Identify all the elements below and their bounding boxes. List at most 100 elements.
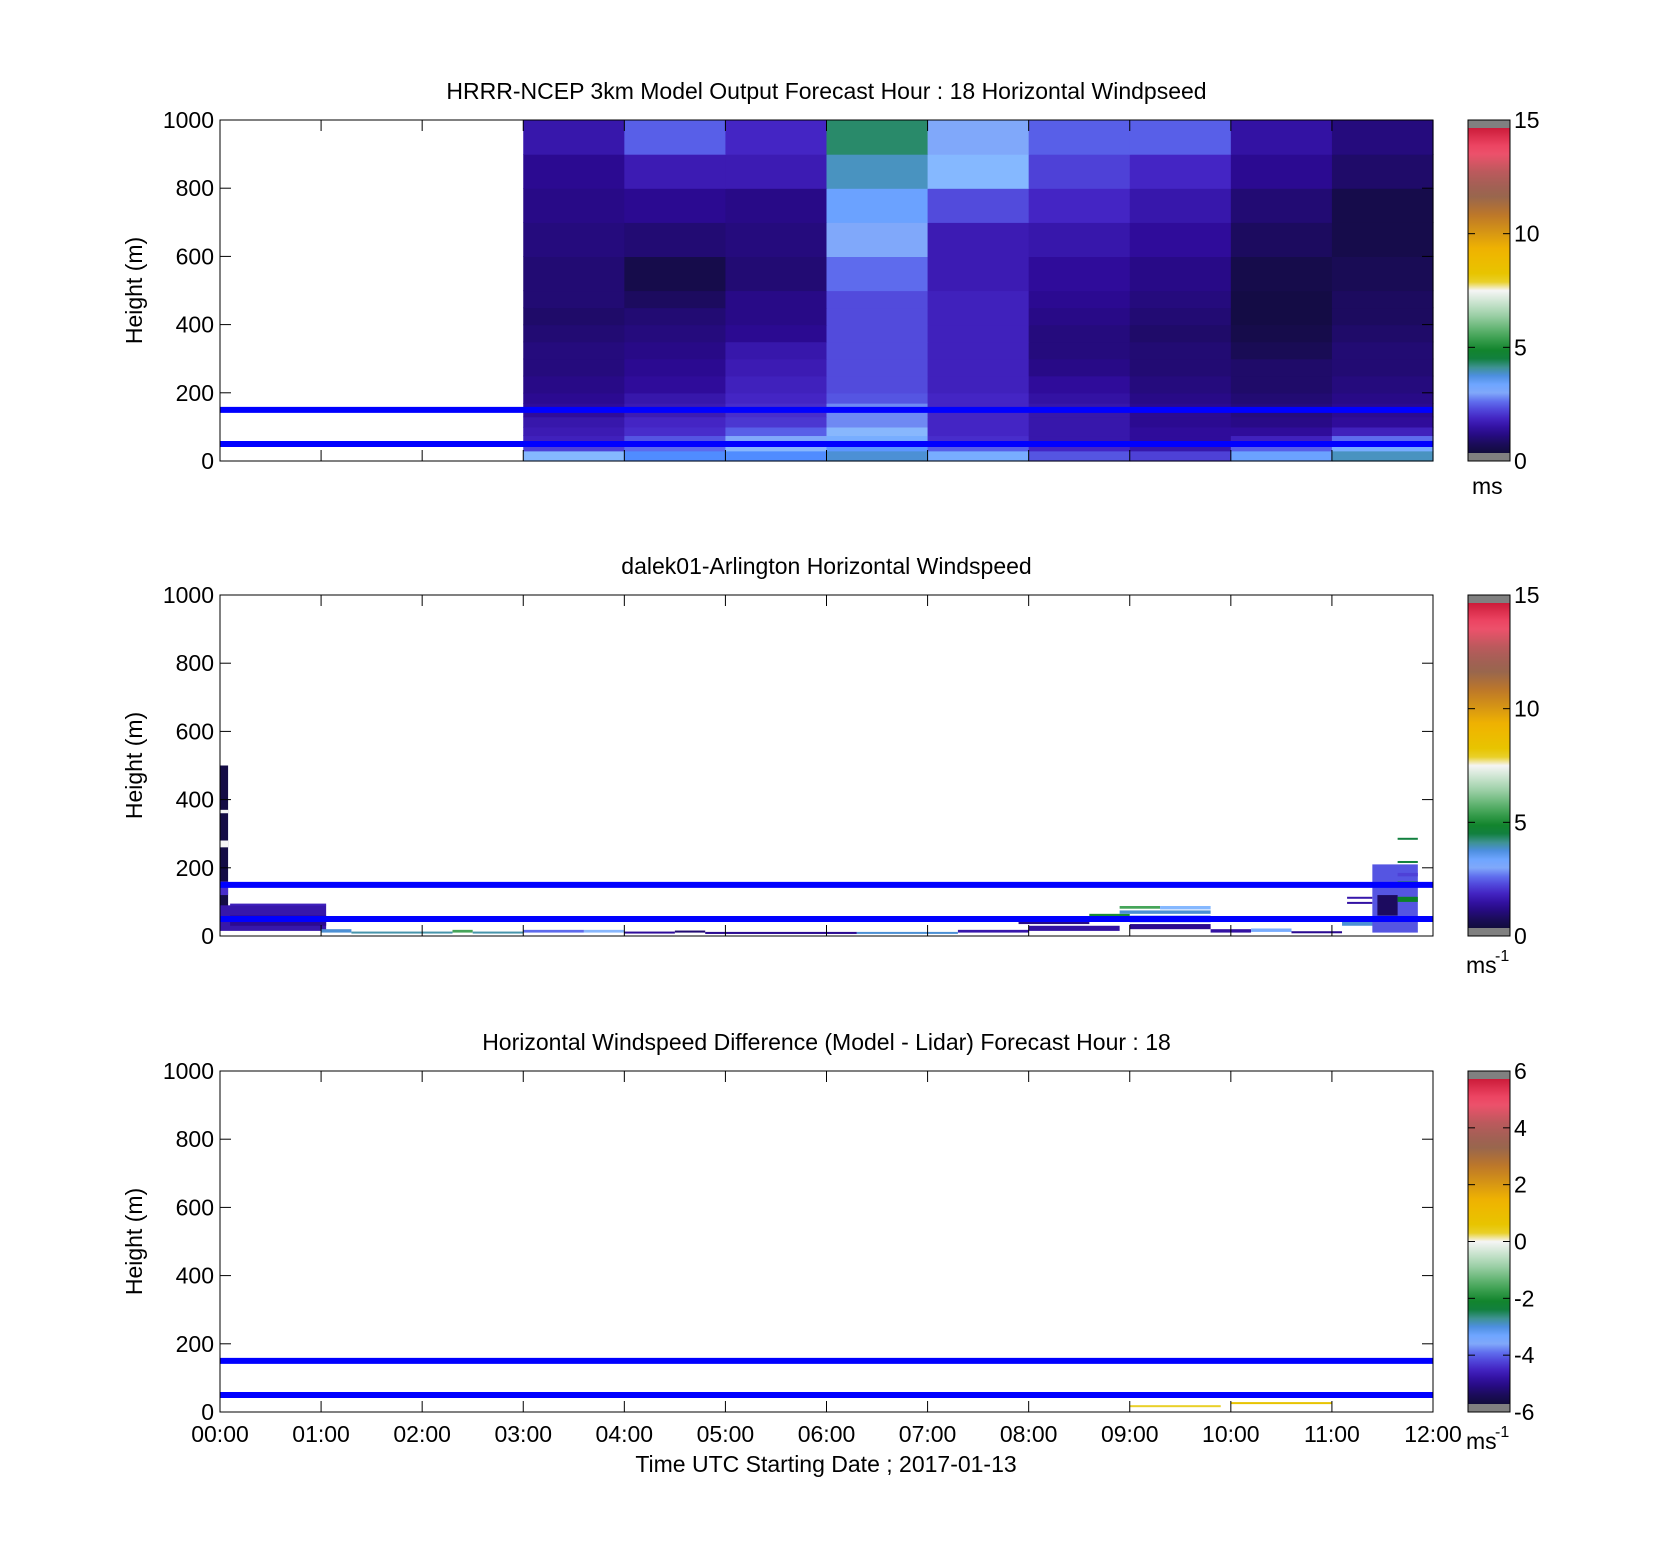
- heatmap-segment: [1251, 928, 1292, 932]
- y-tick-label: 200: [176, 380, 214, 406]
- heatmap-cell: [624, 341, 727, 360]
- heatmap-cell: [1230, 443, 1333, 452]
- heatmap-cell: [523, 256, 625, 292]
- colorbar-tick-label: 0: [1514, 923, 1527, 949]
- heatmap-cell: [523, 341, 625, 360]
- x-tick-label: 06:00: [798, 1421, 856, 1447]
- y-tick-label: 1000: [163, 582, 214, 608]
- heatmap-segment: [1397, 896, 1418, 902]
- heatmap-segment: [856, 931, 958, 934]
- heatmap-cell: [725, 222, 828, 257]
- heatmap-cell: [725, 307, 828, 326]
- chart-title: dalek01-Arlington Horizontal Windspeed: [621, 553, 1031, 579]
- y-tick-label: 200: [176, 1331, 214, 1357]
- heatmap-segment: [1347, 901, 1373, 904]
- colorbar-tick-label: -2: [1514, 1285, 1534, 1311]
- heatmap-cell: [826, 392, 929, 404]
- heatmap-cell: [624, 358, 727, 377]
- heatmap-cell: [1230, 435, 1333, 445]
- heatmap-cell: [927, 435, 1030, 445]
- heatmap-cell: [1129, 120, 1232, 155]
- heatmap-cell: [1129, 222, 1232, 257]
- colorbar-unit: ms: [1466, 952, 1497, 978]
- heatmap-cell: [1028, 324, 1131, 343]
- heatmap-cell: [523, 222, 625, 257]
- y-tick-label: 400: [176, 312, 214, 338]
- heatmap-cell: [624, 392, 727, 404]
- y-axis-label: Height (m): [121, 237, 147, 344]
- heatmap-segment: [1397, 860, 1418, 863]
- heatmap-cell: [1331, 188, 1434, 223]
- colorbar-frame: [1467, 119, 1511, 462]
- colorbar-fill: [1468, 120, 1510, 461]
- colorbar-cap-top: [1468, 595, 1510, 603]
- colorbar-tick-label: 4: [1514, 1115, 1527, 1141]
- heatmap-cell: [1129, 324, 1232, 343]
- heatmap-cell: [624, 154, 727, 189]
- heatmap-cell: [725, 324, 828, 343]
- heatmap-cell: [927, 256, 1030, 292]
- heatmap-cell: [624, 188, 727, 223]
- heatmap-segment: [1129, 1405, 1221, 1408]
- y-tick-label: 600: [176, 243, 214, 269]
- heatmap-segment: [220, 840, 229, 848]
- heatmap-cell: [1028, 307, 1131, 326]
- heatmap-cell: [1230, 416, 1333, 428]
- x-axis-label: Time UTC Starting Date ; 2017-01-13: [635, 1451, 1016, 1477]
- heatmap-cell: [927, 324, 1030, 343]
- heatmap-cell: [1230, 426, 1333, 437]
- heatmap-cell: [624, 324, 727, 343]
- heatmap-cell: [725, 435, 828, 445]
- colorbar-fill: [1468, 595, 1510, 936]
- colorbar-cap-bottom: [1468, 453, 1510, 461]
- heatmap-cell: [1230, 392, 1333, 404]
- heatmap-segment: [1230, 1402, 1332, 1405]
- colorbar-unit: ms: [1466, 1428, 1497, 1454]
- heatmap-cell: [927, 375, 1030, 394]
- heatmap-cell: [1230, 222, 1333, 257]
- x-tick-label: 05:00: [697, 1421, 755, 1447]
- y-tick-label: 400: [176, 1263, 214, 1289]
- chart-title: Horizontal Windspeed Difference (Model -…: [482, 1029, 1171, 1055]
- plot-area: [220, 1071, 1433, 1412]
- heatmap-cell: [1230, 307, 1333, 326]
- colorbar-tick-label: 0: [1514, 1229, 1527, 1255]
- x-tick-label: 02:00: [393, 1421, 451, 1447]
- heatmap-cell: [1129, 341, 1232, 360]
- heatmap-cell: [1331, 290, 1434, 309]
- heatmap-cell: [826, 256, 929, 292]
- colorbar-tick-label: 6: [1514, 1058, 1527, 1084]
- heatmap-segment: [583, 929, 625, 933]
- x-tick-label: 03:00: [494, 1421, 552, 1447]
- heatmap-segment: [452, 929, 473, 933]
- heatmap-cell: [927, 416, 1030, 428]
- heatmap-segment: [1347, 896, 1373, 899]
- heatmap-cell: [1028, 222, 1131, 257]
- colorbar-cap-top: [1468, 1071, 1510, 1079]
- heatmap-cell: [927, 341, 1030, 360]
- colorbar-tick-label: 5: [1514, 334, 1527, 360]
- heatmap-cell: [1230, 188, 1333, 223]
- y-axis-label: Height (m): [121, 712, 147, 819]
- heatmap-cell: [1331, 341, 1434, 360]
- heatmap-cell: [826, 188, 929, 223]
- heatmap-cell: [1129, 426, 1232, 437]
- y-tick-label: 800: [176, 1126, 214, 1152]
- heatmap-cell: [927, 222, 1030, 257]
- x-tick-label: 09:00: [1101, 1421, 1159, 1447]
- heatmap-cell: [1028, 392, 1131, 404]
- heatmap-segment: [624, 931, 675, 934]
- heatmap-cell: [1331, 324, 1434, 343]
- heatmap-cell: [826, 324, 929, 343]
- heatmap-cell: [725, 375, 828, 394]
- heatmap-cell: [927, 290, 1030, 309]
- y-tick-label: 1000: [163, 1058, 214, 1084]
- heatmap-cell: [523, 290, 625, 309]
- heatmap-cell: [523, 416, 625, 428]
- heatmap-segment: [1129, 924, 1211, 930]
- heatmap-cell: [1028, 154, 1131, 189]
- heatmap-cell: [624, 435, 727, 445]
- heatmap-cell: [725, 290, 828, 309]
- heatmap-cell: [1028, 416, 1131, 428]
